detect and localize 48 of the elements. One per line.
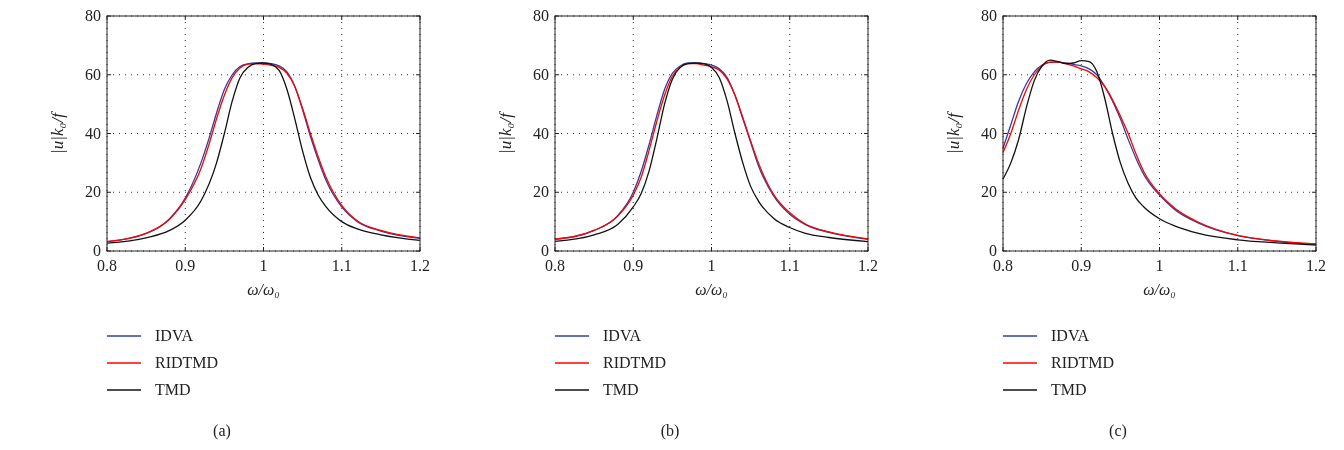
x-tick-label: 1.1: [1227, 257, 1248, 274]
legend-label: TMD: [603, 381, 639, 398]
x-tick-label: 1.2: [410, 257, 430, 274]
y-tick-label: 80: [533, 7, 549, 24]
legend-label: TMD: [1051, 381, 1087, 398]
x-tick-label: 1.2: [1306, 257, 1326, 274]
y-tick-label: 0: [541, 242, 549, 259]
y-tick-label: 40: [533, 124, 549, 142]
x-axis-title: ω/ω₀: [247, 281, 280, 298]
y-tick-label: 60: [85, 65, 101, 83]
y-tick-label: 0: [93, 242, 101, 259]
legend-label: IDVA: [1051, 327, 1090, 344]
x-tick-label: 1.2: [858, 257, 878, 274]
y-tick-label: 80: [85, 7, 101, 24]
x-axis-title: ω/ω₀: [695, 281, 728, 298]
legend-label: TMD: [155, 381, 191, 398]
y-tick-label: 20: [981, 183, 997, 201]
x-tick-label: 0.8: [993, 257, 1013, 274]
y-tick-label: 20: [85, 183, 101, 201]
x-tick-label: 0.9: [623, 257, 644, 274]
x-tick-label: 1: [1155, 257, 1164, 274]
x-tick-label: 1: [259, 257, 268, 274]
y-tick-label: 40: [85, 124, 101, 142]
y-axis-title: |u|k₀/f: [48, 110, 67, 154]
x-tick-label: 0.8: [545, 257, 565, 274]
x-tick-label: 0.9: [1071, 257, 1092, 274]
text: (b): [660, 422, 680, 440]
text: (a): [213, 422, 231, 440]
legend-label: RIDTMD: [155, 354, 219, 371]
y-tick-label: 60: [981, 65, 997, 83]
legend-label: IDVA: [155, 327, 194, 344]
x-tick-label: 1.1: [331, 257, 352, 274]
legend-label: IDVA: [603, 327, 642, 344]
x-tick-label: 1.1: [779, 257, 800, 274]
text: (c): [1109, 422, 1127, 440]
y-tick-label: 80: [981, 7, 997, 24]
y-tick-label: 20: [533, 183, 549, 201]
y-tick-label: 60: [533, 65, 549, 83]
y-axis-title: |u|k₀/f: [944, 110, 963, 154]
y-axis-title: |u|k₀/f: [496, 110, 515, 154]
x-axis-title: ω/ω₀: [1143, 281, 1176, 298]
x-tick-label: 0.9: [175, 257, 196, 274]
x-tick-label: 1: [707, 257, 716, 274]
x-tick-label: 0.8: [97, 257, 117, 274]
legend-label: RIDTMD: [1051, 354, 1115, 371]
legend-label: RIDTMD: [603, 354, 667, 371]
y-tick-label: 0: [989, 242, 997, 259]
y-tick-label: 40: [981, 124, 997, 142]
